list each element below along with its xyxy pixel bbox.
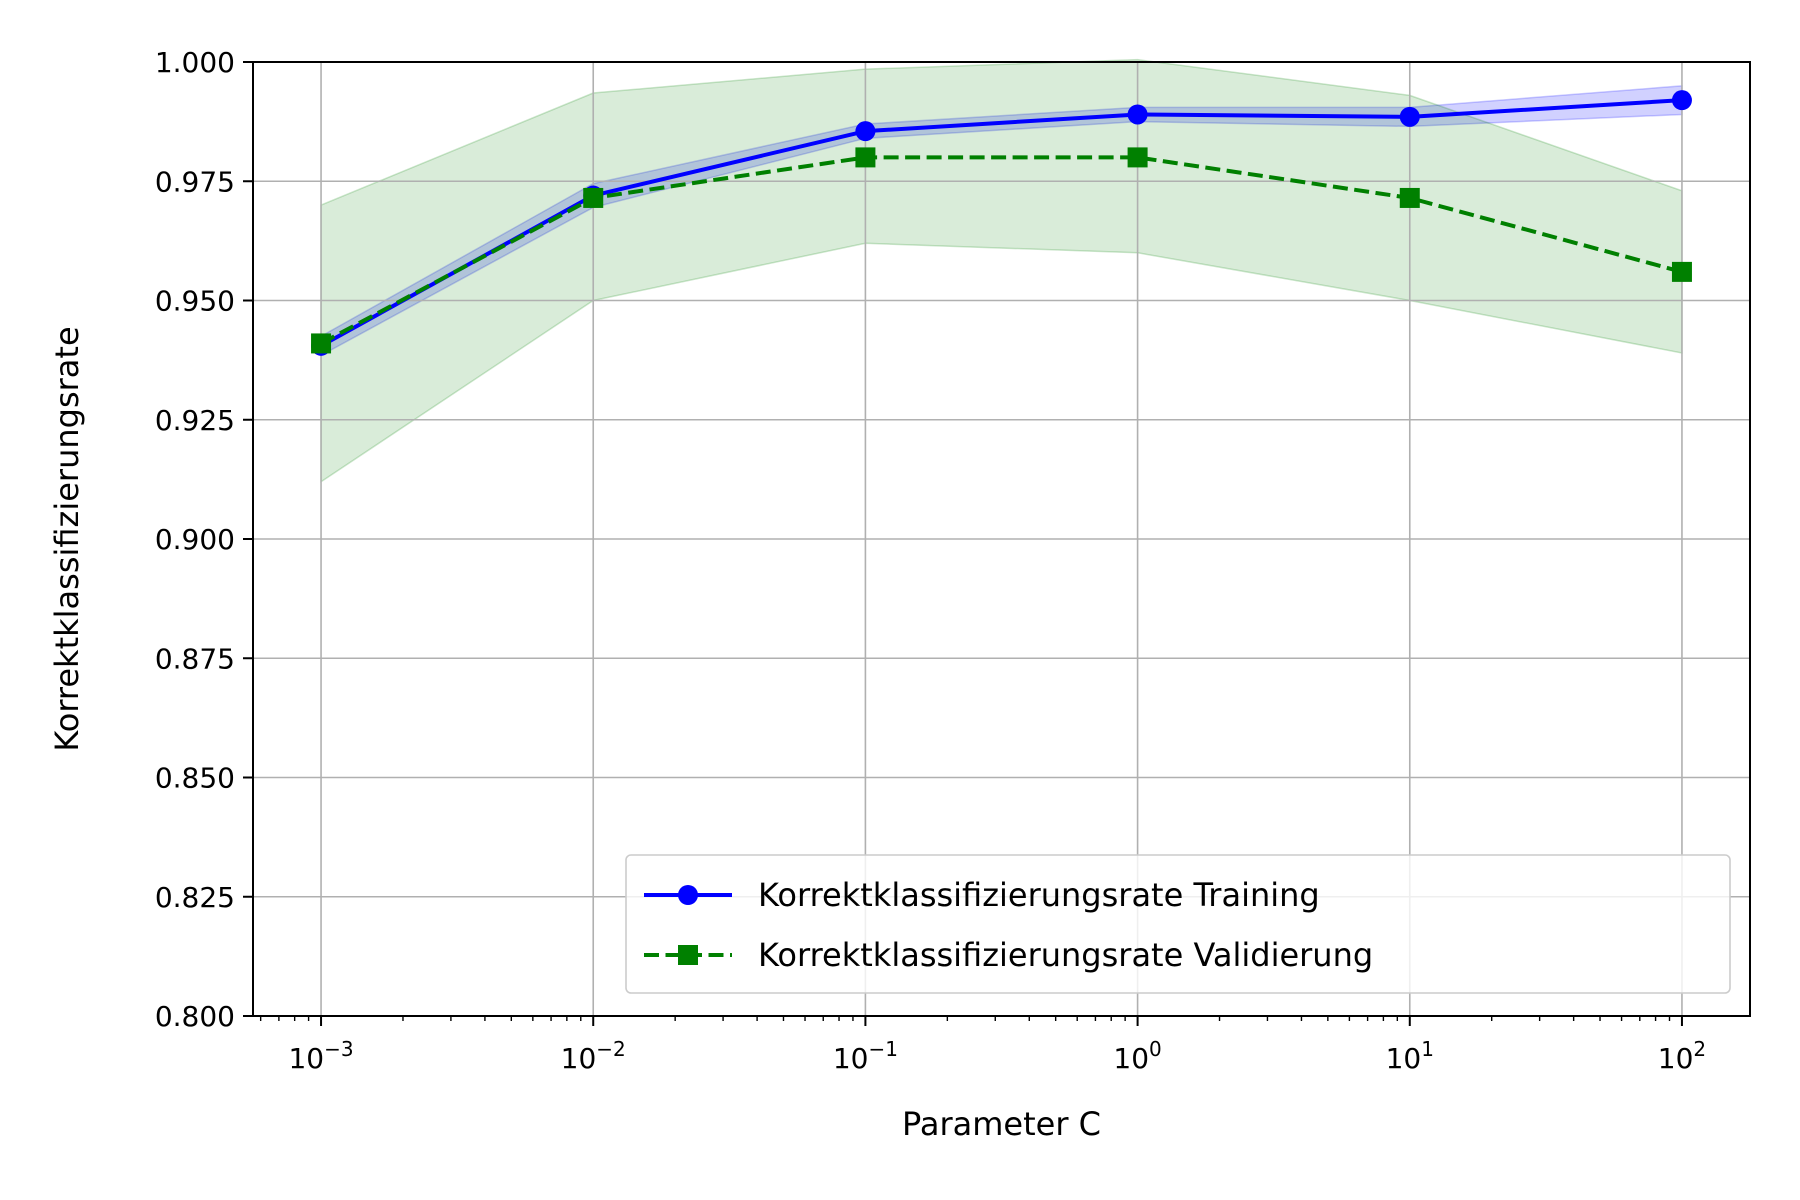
x-tick-label-1: 10−2: [561, 1037, 626, 1075]
point-validierung-4: [1399, 187, 1420, 208]
point-validierung-3: [1127, 147, 1148, 168]
y-tick-label-0: 0.800: [155, 1000, 235, 1033]
point-validierung-5: [1671, 261, 1692, 282]
x-tick-label-4: 101: [1386, 1037, 1434, 1075]
line-validierung: [320, 155, 1683, 346]
y-tick-label-7: 0.975: [155, 165, 235, 198]
legend-label-validierung: Korrektklassifizierungsrate Validierung: [758, 936, 1373, 974]
y-axis-title: Korrektklassifizierungsrate: [48, 326, 86, 751]
y-tick-label-2: 0.850: [155, 762, 235, 795]
y-tick-label-3: 0.875: [155, 642, 235, 675]
legend-entry-validierung: Korrektklassifizierungsrate Validierung: [644, 936, 1373, 974]
y-tick-label-5: 0.925: [155, 404, 235, 437]
point-training-3: [1127, 104, 1148, 125]
y-tick-label-8: 1.000: [155, 46, 235, 79]
y-tick-label-4: 0.900: [155, 523, 235, 556]
legend-entry-training: Korrektklassifizierungsrate Training: [644, 876, 1320, 914]
point-training-5: [1671, 90, 1692, 111]
x-tick-label-2: 10−1: [833, 1037, 898, 1075]
point-training-2: [855, 121, 876, 142]
y-tick-label-1: 0.825: [155, 881, 235, 914]
x-axis-title: Parameter C: [902, 1105, 1101, 1143]
point-validierung-1: [583, 187, 604, 208]
line-training: [320, 98, 1683, 348]
legend: Korrektklassifizierungsrate Training Kor…: [625, 854, 1731, 994]
series-lines: [311, 90, 1692, 356]
legend-box: [625, 854, 1731, 994]
axis-ticks: 0.800 0.825 0.850 0.875 0.900 0.925 0.950 0.975…: [155, 46, 1706, 1075]
point-training-4: [1399, 106, 1420, 127]
legend-marker-validierung: [678, 945, 698, 965]
x-tick-label-3: 100: [1113, 1037, 1161, 1075]
legend-label-training: Korrektklassifizierungsrate Training: [758, 876, 1320, 914]
point-validierung-0: [311, 333, 332, 354]
x-tick-label-5: 102: [1658, 1037, 1706, 1075]
y-tick-label-6: 0.950: [155, 285, 235, 318]
point-validierung-2: [855, 147, 876, 168]
x-tick-label-0: 10−3: [288, 1037, 353, 1075]
legend-marker-training: [678, 885, 698, 905]
